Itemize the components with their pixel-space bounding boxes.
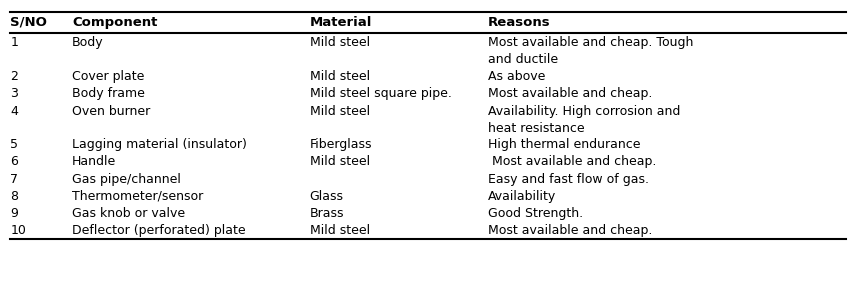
- Text: Component: Component: [72, 16, 158, 29]
- Text: Brass: Brass: [310, 207, 344, 220]
- Text: 7: 7: [10, 173, 18, 186]
- Text: 1: 1: [10, 36, 18, 49]
- Text: Reasons: Reasons: [488, 16, 550, 29]
- Text: S/NO: S/NO: [10, 16, 47, 29]
- Text: Cover plate: Cover plate: [72, 70, 144, 83]
- Text: Availability: Availability: [488, 190, 555, 203]
- Text: 3: 3: [10, 87, 18, 100]
- Text: Most available and cheap. Tough
and ductile: Most available and cheap. Tough and duct…: [488, 36, 693, 66]
- Text: Most available and cheap.: Most available and cheap.: [488, 156, 656, 168]
- Text: Glass: Glass: [310, 190, 343, 203]
- Text: Mild steel: Mild steel: [310, 36, 370, 49]
- Text: Most available and cheap.: Most available and cheap.: [488, 87, 652, 100]
- Text: Thermometer/sensor: Thermometer/sensor: [72, 190, 204, 203]
- Text: Availability. High corrosion and
heat resistance: Availability. High corrosion and heat re…: [488, 105, 680, 135]
- Text: Mild steel: Mild steel: [310, 224, 370, 237]
- Text: Mild steel: Mild steel: [310, 156, 370, 168]
- Text: 10: 10: [10, 224, 26, 237]
- Text: As above: As above: [488, 70, 545, 83]
- Text: Mild steel square pipe.: Mild steel square pipe.: [310, 87, 451, 100]
- Text: Oven burner: Oven burner: [72, 105, 150, 118]
- Text: High thermal endurance: High thermal endurance: [488, 138, 640, 151]
- Text: Gas knob or valve: Gas knob or valve: [72, 207, 185, 220]
- Text: Handle: Handle: [72, 156, 116, 168]
- Text: Body frame: Body frame: [72, 87, 145, 100]
- Text: 5: 5: [10, 138, 18, 151]
- Text: 9: 9: [10, 207, 18, 220]
- Text: Most available and cheap.: Most available and cheap.: [488, 224, 652, 237]
- Text: 6: 6: [10, 156, 18, 168]
- Text: Easy and fast flow of gas.: Easy and fast flow of gas.: [488, 173, 649, 186]
- Text: Good Strength.: Good Strength.: [488, 207, 583, 220]
- Text: 4: 4: [10, 105, 18, 118]
- Text: 8: 8: [10, 190, 18, 203]
- Text: Mild steel: Mild steel: [310, 105, 370, 118]
- Text: Deflector (perforated) plate: Deflector (perforated) plate: [72, 224, 246, 237]
- Text: Lagging material (insulator): Lagging material (insulator): [72, 138, 247, 151]
- Text: Body: Body: [72, 36, 103, 49]
- Text: 2: 2: [10, 70, 18, 83]
- Text: Material: Material: [310, 16, 372, 29]
- Text: Gas pipe/channel: Gas pipe/channel: [72, 173, 181, 186]
- Text: Mild steel: Mild steel: [310, 70, 370, 83]
- Text: Fiberglass: Fiberglass: [310, 138, 372, 151]
